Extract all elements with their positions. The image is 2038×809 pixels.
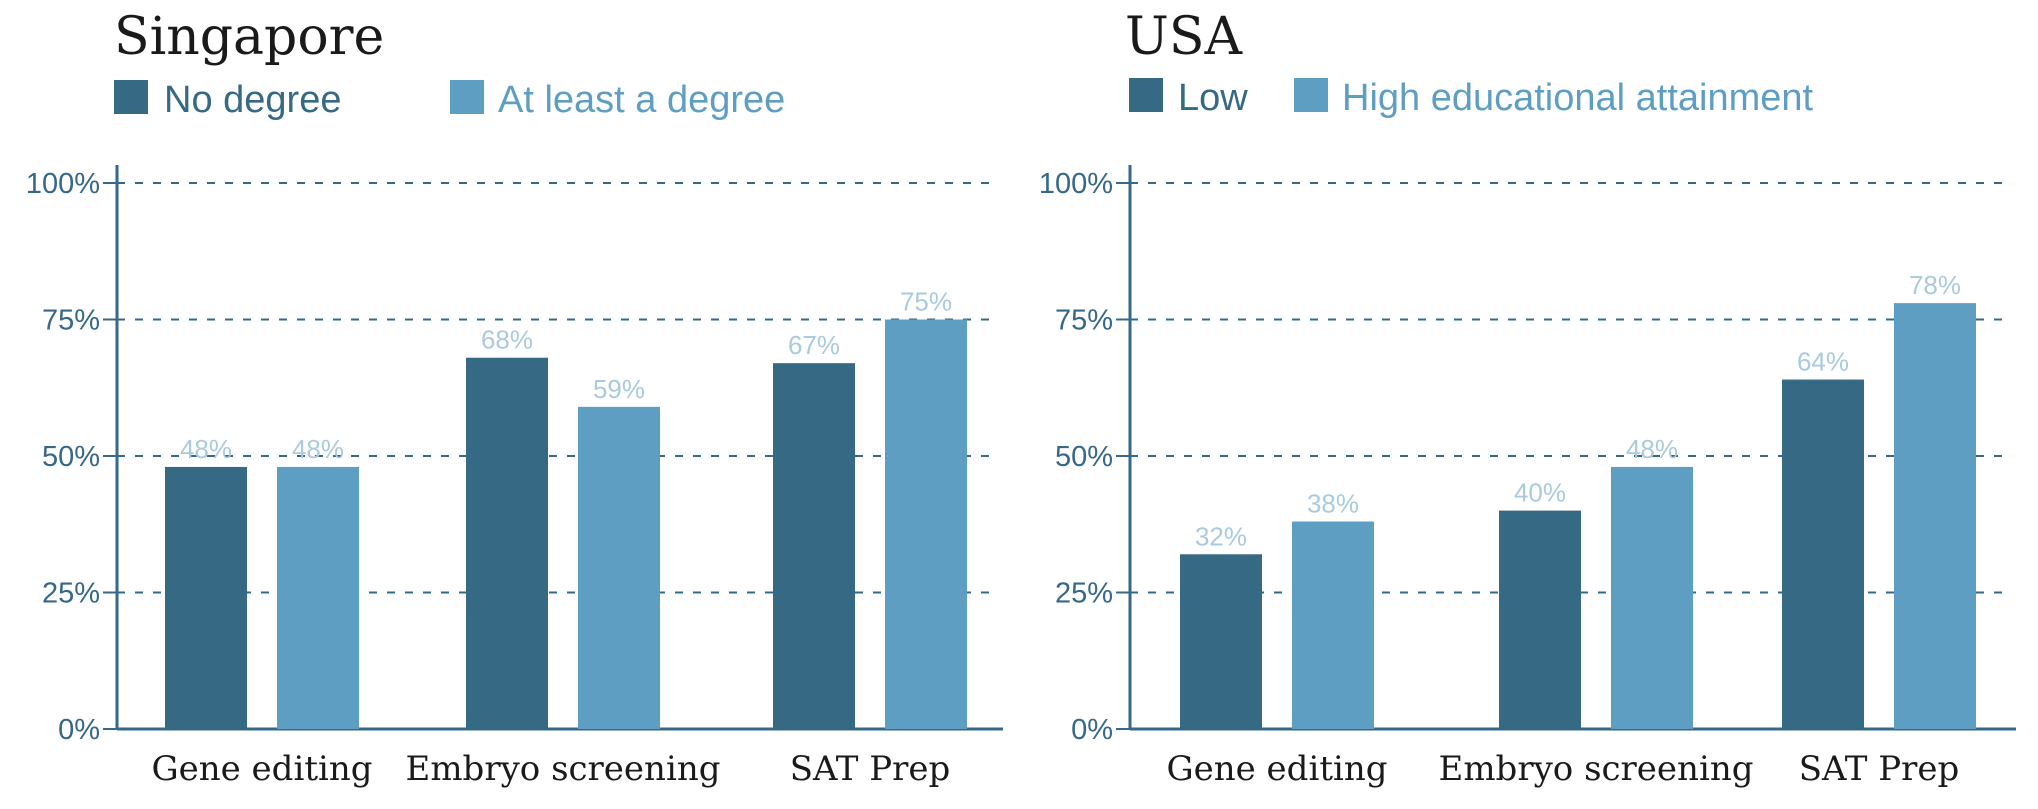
x-tick-label: SAT Prep — [1799, 749, 1960, 789]
chart-panel-singapore: Singapore No degree At least a degree 0% 25%… — [26, 7, 1003, 789]
y-tick-label: 75% — [1055, 305, 1113, 337]
y-tick-label: 100% — [26, 168, 100, 200]
y-tick-label: 50% — [42, 441, 100, 473]
legend-label: No degree — [164, 79, 341, 121]
data-label: 67% — [788, 330, 840, 360]
x-tick-label: Embryo screening — [1439, 749, 1754, 789]
legend-swatch — [114, 80, 148, 114]
x-tick-label: Gene editing — [151, 749, 372, 789]
x-tick-label: Gene editing — [1166, 749, 1387, 789]
data-label: 59% — [593, 374, 645, 404]
bar — [165, 466, 247, 729]
bar — [1292, 521, 1374, 729]
bar — [773, 363, 855, 729]
bar — [1180, 554, 1262, 729]
data-label: 38% — [1307, 489, 1359, 519]
bar — [578, 406, 660, 729]
y-tick-label: 75% — [42, 305, 100, 337]
data-label: 32% — [1195, 521, 1247, 551]
x-tick-label: SAT Prep — [790, 749, 951, 789]
bar — [466, 357, 548, 729]
x-tick-label: Embryo screening — [406, 749, 721, 789]
data-label: 48% — [1626, 434, 1678, 464]
y-tick-label: 25% — [42, 578, 100, 610]
legend-label: High educational attainment — [1342, 77, 1814, 119]
legend-label: Low — [1178, 77, 1248, 119]
bar — [1611, 466, 1693, 729]
bar — [885, 319, 967, 729]
y-tick-label: 0% — [58, 714, 100, 746]
data-label: 68% — [481, 325, 533, 355]
legend-swatch — [1294, 78, 1328, 112]
data-label: 64% — [1797, 347, 1849, 377]
bar — [1894, 303, 1976, 729]
y-tick-label: 50% — [1055, 441, 1113, 473]
data-label: 75% — [900, 287, 952, 317]
data-label: 48% — [292, 434, 344, 464]
y-tick-label: 0% — [1071, 714, 1113, 746]
chart-title: USA — [1125, 7, 1243, 67]
data-label: 48% — [180, 434, 232, 464]
chart-panel-usa: USA Low High educational attainment 0% 25% 50… — [1039, 7, 2016, 789]
legend-swatch — [450, 80, 484, 114]
data-label: 78% — [1909, 270, 1961, 300]
bar — [1499, 510, 1581, 729]
y-tick-label: 25% — [1055, 578, 1113, 610]
data-label: 40% — [1514, 478, 1566, 508]
y-tick-label: 100% — [1039, 168, 1113, 200]
legend-swatch — [1129, 78, 1163, 112]
bar — [277, 466, 359, 729]
legend-label: At least a degree — [498, 79, 785, 121]
chart-title: Singapore — [114, 7, 384, 67]
bar — [1782, 379, 1864, 729]
